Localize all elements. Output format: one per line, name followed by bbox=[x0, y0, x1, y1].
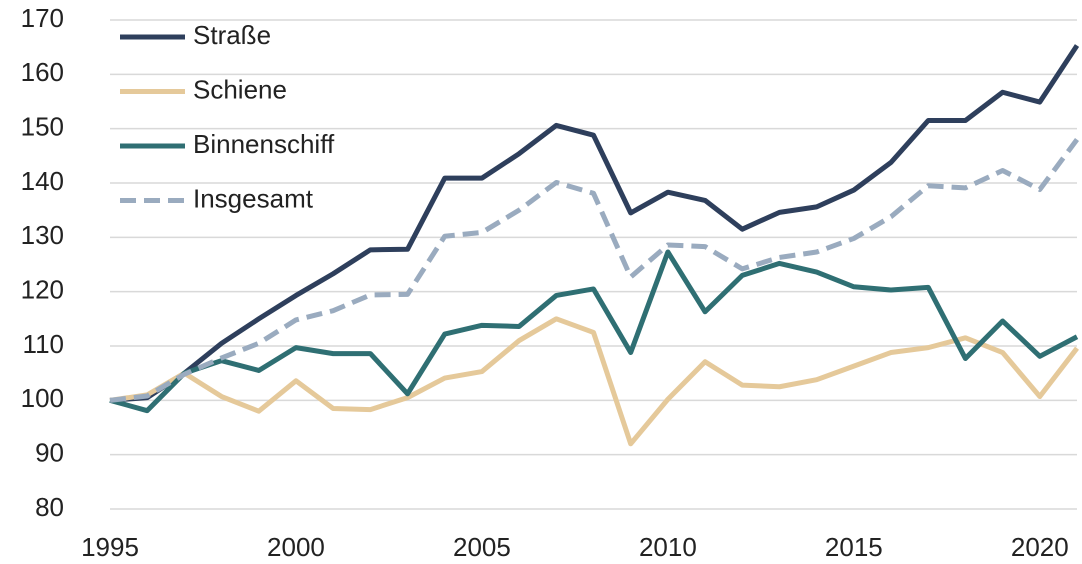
y-tick-label: 150 bbox=[21, 112, 64, 142]
y-tick-label: 80 bbox=[35, 492, 64, 522]
series-line bbox=[109, 316, 1079, 447]
x-tick-label: 2005 bbox=[453, 532, 511, 562]
y-tick-label: 120 bbox=[21, 275, 64, 305]
legend-label: Schiene bbox=[193, 74, 287, 104]
x-tick-label: 2010 bbox=[639, 532, 697, 562]
series-line bbox=[109, 44, 1080, 403]
y-tick-label: 110 bbox=[23, 329, 64, 359]
x-tick-label: 2015 bbox=[825, 532, 883, 562]
x-tick-label: 2000 bbox=[267, 532, 325, 562]
y-tick-label: 90 bbox=[35, 438, 64, 468]
series-line bbox=[109, 249, 1079, 414]
legend-label: Binnenschiff bbox=[193, 129, 335, 159]
y-tick-label: 130 bbox=[21, 220, 64, 250]
x-tick-label: 1995 bbox=[81, 532, 139, 562]
legend-label: Straße bbox=[193, 20, 271, 50]
series-line bbox=[109, 138, 1080, 403]
y-tick-label: 100 bbox=[21, 383, 64, 413]
x-tick-label: 2020 bbox=[1011, 532, 1069, 562]
legend-label: Insgesamt bbox=[193, 183, 314, 213]
y-tick-label: 140 bbox=[21, 166, 64, 196]
y-tick-label: 170 bbox=[21, 3, 64, 33]
y-tick-label: 160 bbox=[21, 57, 64, 87]
